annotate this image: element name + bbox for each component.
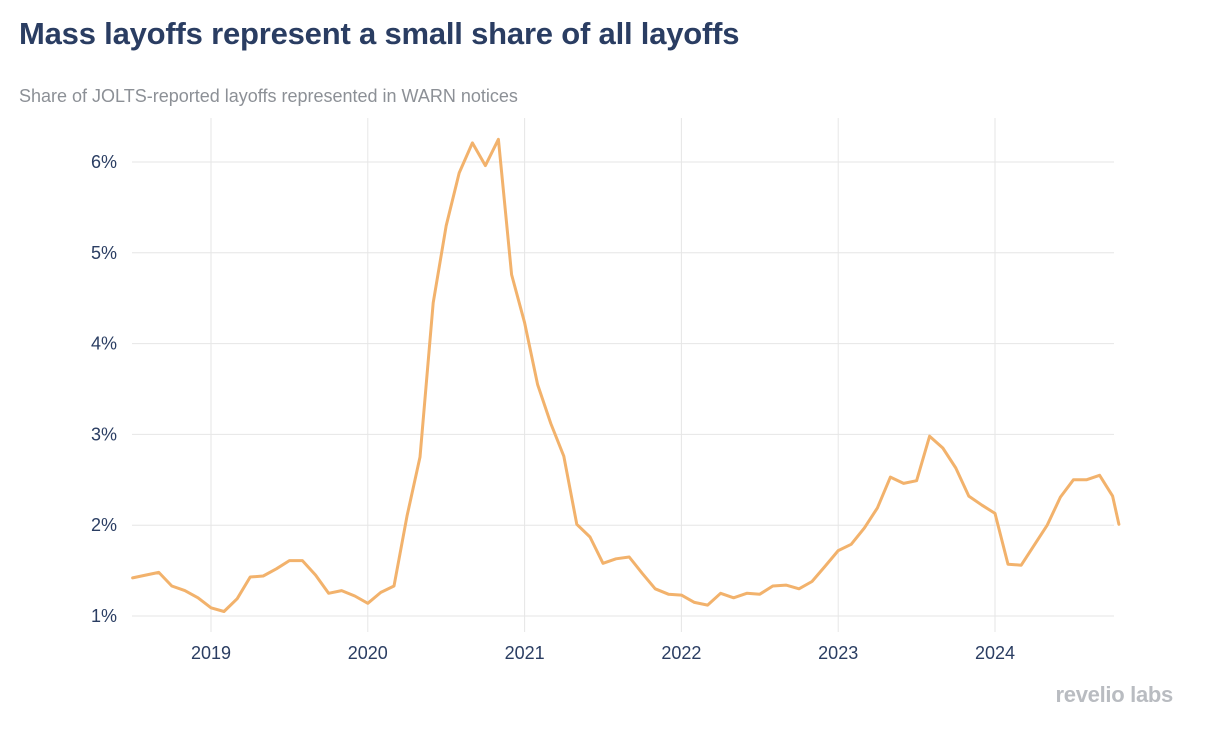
- y-tick-label: 2%: [91, 515, 117, 535]
- x-tick-label: 2024: [975, 643, 1015, 663]
- y-tick-label: 5%: [91, 243, 117, 263]
- chart-title: Mass layoffs represent a small share of …: [19, 16, 740, 51]
- x-tick-label: 2021: [505, 643, 545, 663]
- y-tick-label: 1%: [91, 606, 117, 626]
- revelio-labs-logo: revelio labs: [1055, 682, 1174, 707]
- x-tick-label: 2022: [661, 643, 701, 663]
- y-tick-label: 3%: [91, 424, 117, 444]
- vertical-gridlines: [210, 118, 996, 632]
- y-tick-label: 6%: [91, 152, 117, 172]
- y-tick-label: 4%: [91, 334, 117, 354]
- series-group: [131, 137, 1121, 613]
- horizontal-gridlines: [132, 161, 1114, 617]
- chart-subtitle: Share of JOLTS-reported layoffs represen…: [19, 86, 518, 106]
- y-axis-tick-labels: 1% 2% 3% 4% 5% 6%: [91, 152, 117, 626]
- x-tick-label: 2020: [348, 643, 388, 663]
- x-tick-label: 2023: [818, 643, 858, 663]
- x-tick-label: 2019: [191, 643, 231, 663]
- series-line: [131, 137, 1121, 613]
- x-axis-tick-labels: 2019 2020 2021 2022 2023 2024: [191, 643, 1015, 663]
